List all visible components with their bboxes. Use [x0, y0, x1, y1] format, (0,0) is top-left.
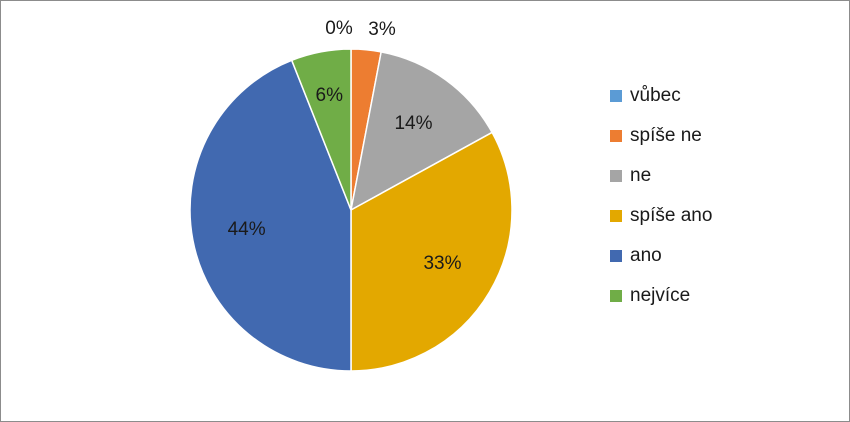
legend-item-vubec: vůbec — [610, 76, 712, 116]
legend-label-ano: ano — [630, 245, 662, 266]
pie-slice-spise-ano — [350, 131, 513, 372]
legend-swatch-vubec — [610, 90, 622, 102]
legend-item-nejvice: nejvíce — [610, 276, 712, 316]
data-label-nejvice: 6% — [316, 85, 344, 106]
legend-swatch-spise-ne — [610, 130, 622, 142]
legend-label-vubec: vůbec — [630, 85, 681, 106]
legend-label-spise-ne: spíše ne — [630, 125, 702, 146]
legend-swatch-ne — [610, 170, 622, 182]
pie-slice-ne — [349, 50, 494, 212]
data-label-ne: 14% — [394, 113, 432, 134]
legend-swatch-nejvice — [610, 290, 622, 302]
legend-label-ne: ne — [630, 165, 652, 186]
legend-swatch-ano — [610, 250, 622, 262]
pie-data-labels: 0% 3% 14% 33% 44% 6% — [228, 18, 462, 274]
legend-item-ano: ano — [610, 236, 712, 276]
data-label-vubec: 0% — [325, 18, 353, 39]
legend-item-spise-ano: spíše ano — [610, 196, 712, 236]
legend-item-spise-ne: spíše ne — [610, 116, 712, 156]
legend: vůbec spíše ne ne spíše ano ano nejvíce — [610, 76, 712, 316]
data-label-spise-ano: 33% — [423, 253, 461, 274]
pie-slices — [189, 48, 513, 372]
legend-label-nejvice: nejvíce — [630, 285, 691, 306]
pie-slice-ano — [189, 59, 352, 372]
legend-item-ne: ne — [610, 156, 712, 196]
legend-swatch-spise-ano — [610, 210, 622, 222]
data-label-ano: 44% — [228, 219, 266, 240]
pie-slice-nejvice — [290, 48, 352, 211]
legend-label-spise-ano: spíše ano — [630, 205, 713, 226]
data-label-spise-ne: 3% — [368, 19, 396, 40]
